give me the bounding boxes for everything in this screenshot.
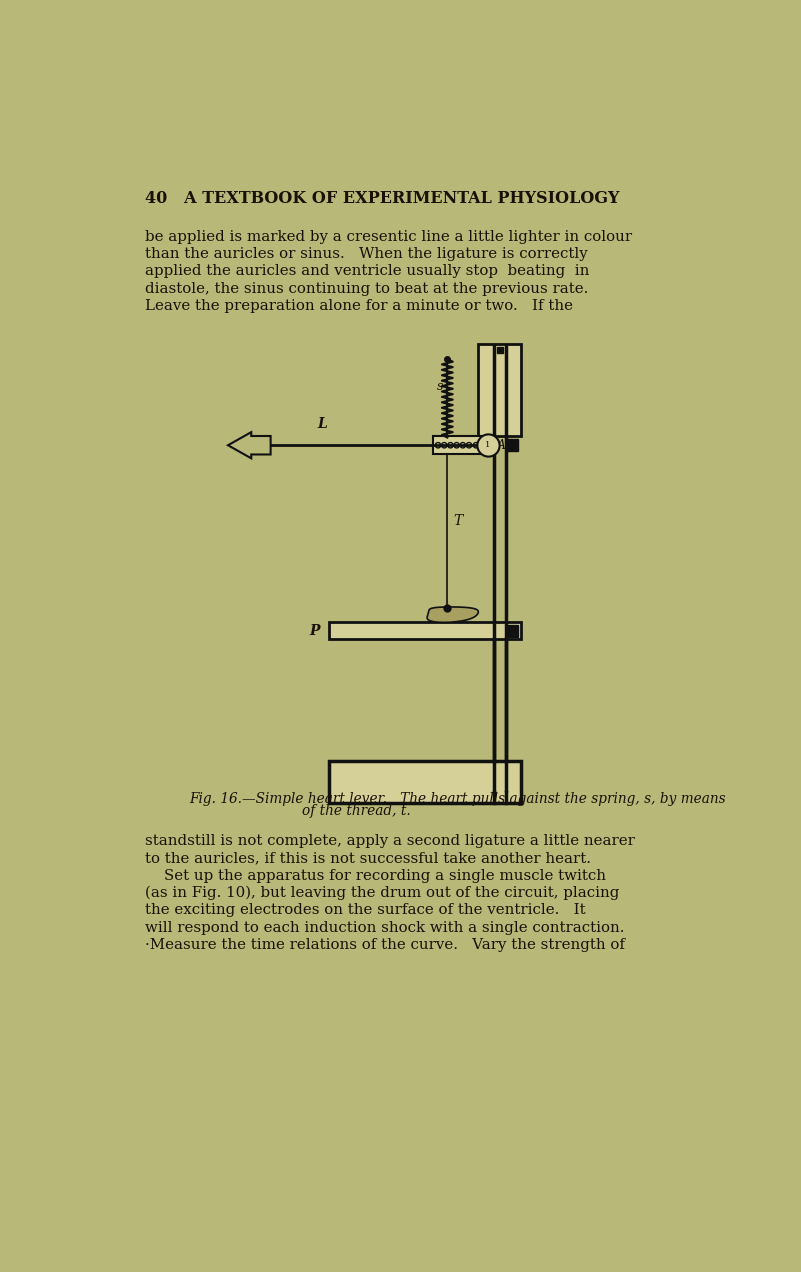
Bar (478, 343, 521, 436)
Text: (as in Fig. 10), but leaving the drum out of the circuit, placing: (as in Fig. 10), but leaving the drum ou… (145, 887, 619, 901)
Text: Fig. 16.—Simple heart lever.   The heart pulls against the spring, s, by means: Fig. 16.—Simple heart lever. The heart p… (189, 791, 726, 805)
Text: be applied is marked by a cresentic line a little lighter in colour: be applied is marked by a cresentic line… (145, 230, 632, 244)
Text: diastole, the sinus continuing to beat at the previous rate.: diastole, the sinus continuing to beat a… (145, 281, 589, 295)
Text: T: T (453, 514, 463, 528)
Text: Set up the apparatus for recording a single muscle twitch: Set up the apparatus for recording a sin… (145, 869, 606, 883)
Text: 1: 1 (485, 441, 490, 449)
Text: than the auricles or sinus.   When the ligature is correctly: than the auricles or sinus. When the lig… (145, 247, 588, 261)
Bar (433, 436, 495, 454)
Text: L: L (317, 417, 327, 431)
Text: P: P (309, 623, 320, 637)
Text: will respond to each induction shock with a single contraction.: will respond to each induction shock wit… (145, 921, 625, 935)
Text: applied the auricles and ventricle usually stop  beating  in: applied the auricles and ventricle usual… (145, 265, 590, 279)
Polygon shape (228, 432, 271, 458)
Text: standstill is not complete, apply a second ligature a little nearer: standstill is not complete, apply a seco… (145, 834, 635, 848)
Text: ·Measure the time relations of the curve.   Vary the strength of: ·Measure the time relations of the curve… (145, 937, 625, 951)
Text: the exciting electrodes on the surface of the ventricle.   It: the exciting electrodes on the surface o… (145, 903, 586, 917)
Text: to the auricles, if this is not successful take another heart.: to the auricles, if this is not successf… (145, 851, 591, 865)
Bar (328, 761, 521, 804)
Text: of the thread, t.: of the thread, t. (302, 804, 410, 818)
Text: A: A (497, 439, 506, 452)
Polygon shape (427, 607, 478, 622)
Text: 40   A TEXTBOOK OF EXPERIMENTAL PHYSIOLOGY: 40 A TEXTBOOK OF EXPERIMENTAL PHYSIOLOGY (145, 190, 620, 206)
Text: Leave the preparation alone for a minute or two.   If the: Leave the preparation alone for a minute… (145, 299, 573, 313)
Bar (328, 622, 521, 640)
Text: s: s (437, 380, 443, 393)
